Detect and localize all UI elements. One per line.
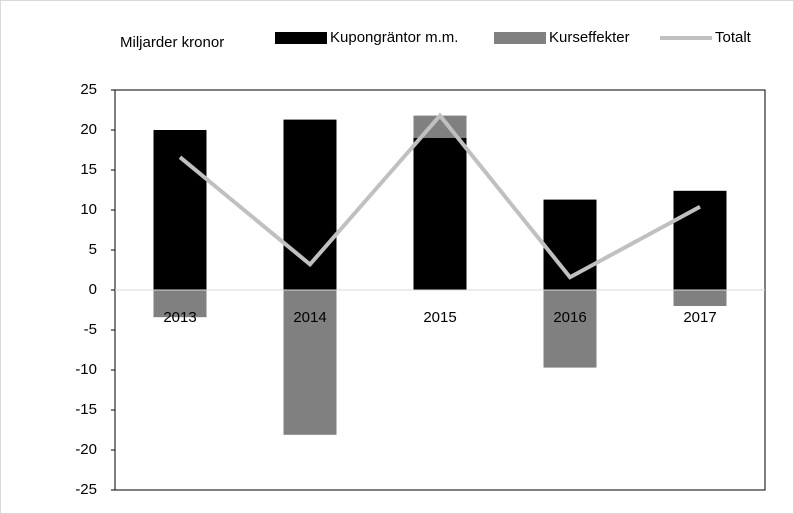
- x-tick-label: 2014: [293, 309, 326, 326]
- bar: [153, 290, 207, 318]
- line-series: [178, 112, 701, 280]
- legend-label: Kupongräntor m.m.: [330, 29, 458, 46]
- bar: [283, 290, 337, 435]
- bar: [673, 190, 727, 290]
- x-tick-label: 2016: [553, 309, 586, 326]
- legend-label: Kurseffekter: [549, 29, 630, 46]
- legend-label: Totalt: [715, 29, 752, 46]
- y-tick-label: 25: [80, 81, 97, 98]
- bar: [673, 290, 727, 306]
- y-tick-label: 15: [80, 161, 97, 178]
- bar: [153, 130, 207, 290]
- legend-swatch: [275, 32, 327, 44]
- x-tick-label: 2013: [163, 309, 196, 326]
- bar: [413, 138, 467, 290]
- x-tick-label: 2015: [423, 309, 456, 326]
- y-tick-label: 0: [89, 281, 97, 298]
- y-tick-label: -25: [75, 481, 97, 498]
- y-tick-label: -10: [75, 361, 97, 378]
- y-axis-label: Miljarder kronor: [120, 34, 224, 51]
- x-tick-label: 2017: [683, 309, 716, 326]
- legend-swatch: [494, 32, 546, 44]
- y-tick-label: -20: [75, 441, 97, 458]
- y-tick-label: -5: [84, 321, 97, 338]
- y-tick-label: 5: [89, 241, 97, 258]
- y-tick-label: 10: [80, 201, 97, 218]
- y-tick-label: 20: [80, 121, 97, 138]
- y-tick-label: -15: [75, 401, 97, 418]
- bar: [543, 290, 597, 368]
